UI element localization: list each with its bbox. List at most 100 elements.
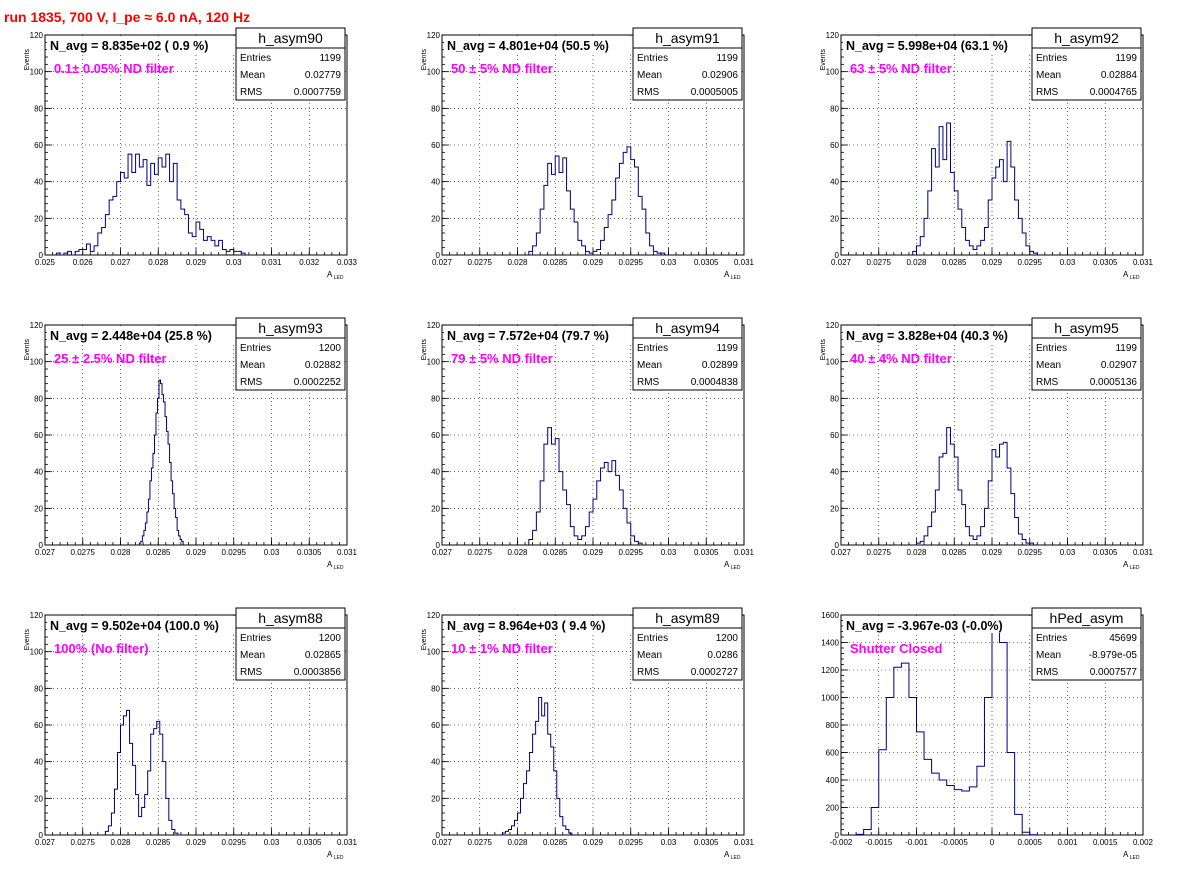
x-tick-label: 0.028 bbox=[507, 548, 528, 557]
stats-label: Mean bbox=[240, 70, 265, 81]
x-axis-label: A LED bbox=[724, 560, 741, 571]
stats-label: RMS bbox=[240, 377, 263, 388]
stats-value: 0.0004838 bbox=[691, 377, 739, 388]
y-tick-label: 40 bbox=[830, 178, 839, 187]
stats-value: -8.979e-05 bbox=[1089, 650, 1138, 661]
x-tick-label: 0.032 bbox=[299, 258, 320, 267]
y-tick-label: 60 bbox=[34, 431, 43, 440]
stats-value: 0.0007759 bbox=[294, 87, 342, 98]
y-tick-label: 0 bbox=[436, 251, 441, 260]
filter-annotation: 63 ± 5% ND filter bbox=[850, 61, 952, 76]
stats-label: Entries bbox=[240, 343, 271, 354]
y-tick-label: 0 bbox=[835, 251, 840, 260]
x-tick-label: 0.028 bbox=[507, 838, 528, 847]
x-tick-label: 0.0275 bbox=[468, 258, 493, 267]
x-axis-label: A LED bbox=[327, 560, 344, 571]
x-tick-label: 0.027 bbox=[432, 548, 453, 557]
histogram-pad: 0.027 0.0275 0.028 0.0285 0.029 0.0295 0.03 0.0… bbox=[421, 317, 755, 571]
navg-label: N_avg = 8.964e+03 ( 9.4 %) bbox=[447, 619, 605, 633]
navg-label: N_avg = 5.998e+04 (63.1 %) bbox=[846, 39, 1008, 53]
x-axis-label: A LED bbox=[327, 850, 344, 861]
navg-label: N_avg = 2.448e+04 (25.8 %) bbox=[50, 329, 212, 343]
x-tick-label: 0.0305 bbox=[297, 548, 322, 557]
navg-label: N_avg = 4.801e+04 (50.5 %) bbox=[447, 39, 609, 53]
x-tick-label: 0.029 bbox=[583, 548, 604, 557]
histogram-pad: 0.027 0.0275 0.028 0.0285 0.029 0.0295 0.03 0.0… bbox=[421, 607, 755, 861]
stats-value: 0.0005136 bbox=[1090, 377, 1138, 388]
y-tick-label: 100 bbox=[427, 68, 441, 77]
y-tick-label: 20 bbox=[830, 214, 839, 223]
x-tick-label: 0.0295 bbox=[222, 838, 247, 847]
x-tick-label: 0.0285 bbox=[146, 548, 171, 557]
histogram-pad: 0.027 0.0275 0.028 0.0285 0.029 0.0295 0.03 0.0… bbox=[820, 27, 1154, 281]
y-tick-label: 60 bbox=[830, 431, 839, 440]
page-title: run 1835, 700 V, I_pe ≈ 6.0 nA, 120 Hz bbox=[4, 9, 251, 25]
stats-box bbox=[235, 27, 346, 101]
y-tick-label: 0 bbox=[39, 541, 44, 550]
stats-label: RMS bbox=[240, 87, 263, 98]
y-tick-label: 40 bbox=[431, 178, 440, 187]
x-tick-label: 0.0285 bbox=[543, 548, 568, 557]
x-axis-label: A LED bbox=[724, 850, 741, 861]
stats-title: h_asym95 bbox=[1054, 320, 1119, 336]
filter-annotation: Shutter Closed bbox=[850, 641, 943, 656]
y-tick-label: 120 bbox=[427, 31, 441, 40]
y-tick-label: 80 bbox=[34, 104, 43, 113]
x-tick-label: 0.0285 bbox=[146, 838, 171, 847]
y-tick-label: 0 bbox=[39, 831, 44, 840]
navg-label: N_avg = 7.572e+04 (79.7 %) bbox=[447, 329, 609, 343]
stats-label: Mean bbox=[1036, 650, 1061, 661]
stats-label: Mean bbox=[637, 360, 662, 371]
x-tick-label: 0.0295 bbox=[619, 838, 644, 847]
stats-label: Entries bbox=[637, 53, 668, 64]
x-tick-label: -0.001 bbox=[905, 838, 928, 847]
x-tick-label: 0.03 bbox=[264, 838, 280, 847]
stats-label: RMS bbox=[1036, 87, 1059, 98]
y-tick-label: 120 bbox=[30, 321, 44, 330]
stats-label: Entries bbox=[240, 53, 271, 64]
y-axis-label: Events bbox=[24, 629, 31, 651]
y-tick-label: 100 bbox=[30, 648, 44, 657]
x-tick-label: 0.0285 bbox=[942, 258, 967, 267]
x-axis-label: A LED bbox=[724, 270, 741, 281]
stats-box bbox=[632, 317, 743, 391]
filter-annotation: 100% (No filter) bbox=[54, 641, 149, 656]
x-tick-label: 0.031 bbox=[337, 548, 358, 557]
y-tick-label: 0 bbox=[436, 831, 441, 840]
x-tick-label: 0.0275 bbox=[468, 838, 493, 847]
y-tick-label: 0 bbox=[39, 251, 44, 260]
x-tick-label: 0.029 bbox=[982, 548, 1003, 557]
x-axis-label: A LED bbox=[1123, 850, 1140, 861]
y-tick-label: 0 bbox=[835, 831, 840, 840]
y-tick-label: 20 bbox=[34, 794, 43, 803]
x-tick-label: 0.0015 bbox=[1093, 838, 1118, 847]
x-tick-label: 0.0295 bbox=[222, 548, 247, 557]
x-tick-label: 0.031 bbox=[1133, 258, 1154, 267]
y-tick-label: 60 bbox=[830, 141, 839, 150]
x-tick-label: 0.028 bbox=[110, 548, 131, 557]
stats-value: 0.02779 bbox=[305, 70, 342, 81]
y-tick-label: 60 bbox=[431, 431, 440, 440]
stats-title: h_asym94 bbox=[655, 320, 720, 336]
navg-background bbox=[47, 36, 234, 53]
stats-label: Mean bbox=[1036, 70, 1061, 81]
x-tick-label: 0.028 bbox=[906, 548, 927, 557]
y-tick-label: 120 bbox=[30, 31, 44, 40]
y-tick-label: 20 bbox=[830, 504, 839, 513]
y-tick-label: 1600 bbox=[821, 611, 839, 620]
y-tick-label: 400 bbox=[826, 776, 840, 785]
x-tick-label: 0.029 bbox=[186, 838, 207, 847]
stats-label: Mean bbox=[637, 70, 662, 81]
y-axis-label: Events bbox=[820, 49, 827, 71]
x-tick-label: 0.0295 bbox=[1018, 548, 1043, 557]
x-tick-label: 0.0275 bbox=[468, 548, 493, 557]
stats-label: Mean bbox=[637, 650, 662, 661]
y-tick-label: 80 bbox=[431, 684, 440, 693]
stats-label: RMS bbox=[240, 667, 263, 678]
y-tick-label: 600 bbox=[826, 749, 840, 758]
x-tick-label: 0.031 bbox=[1133, 548, 1154, 557]
navg-background bbox=[843, 616, 1030, 633]
stats-title: h_asym89 bbox=[655, 610, 720, 626]
x-tick-label: 0.0295 bbox=[1018, 258, 1043, 267]
x-tick-label: 0.028 bbox=[148, 258, 169, 267]
